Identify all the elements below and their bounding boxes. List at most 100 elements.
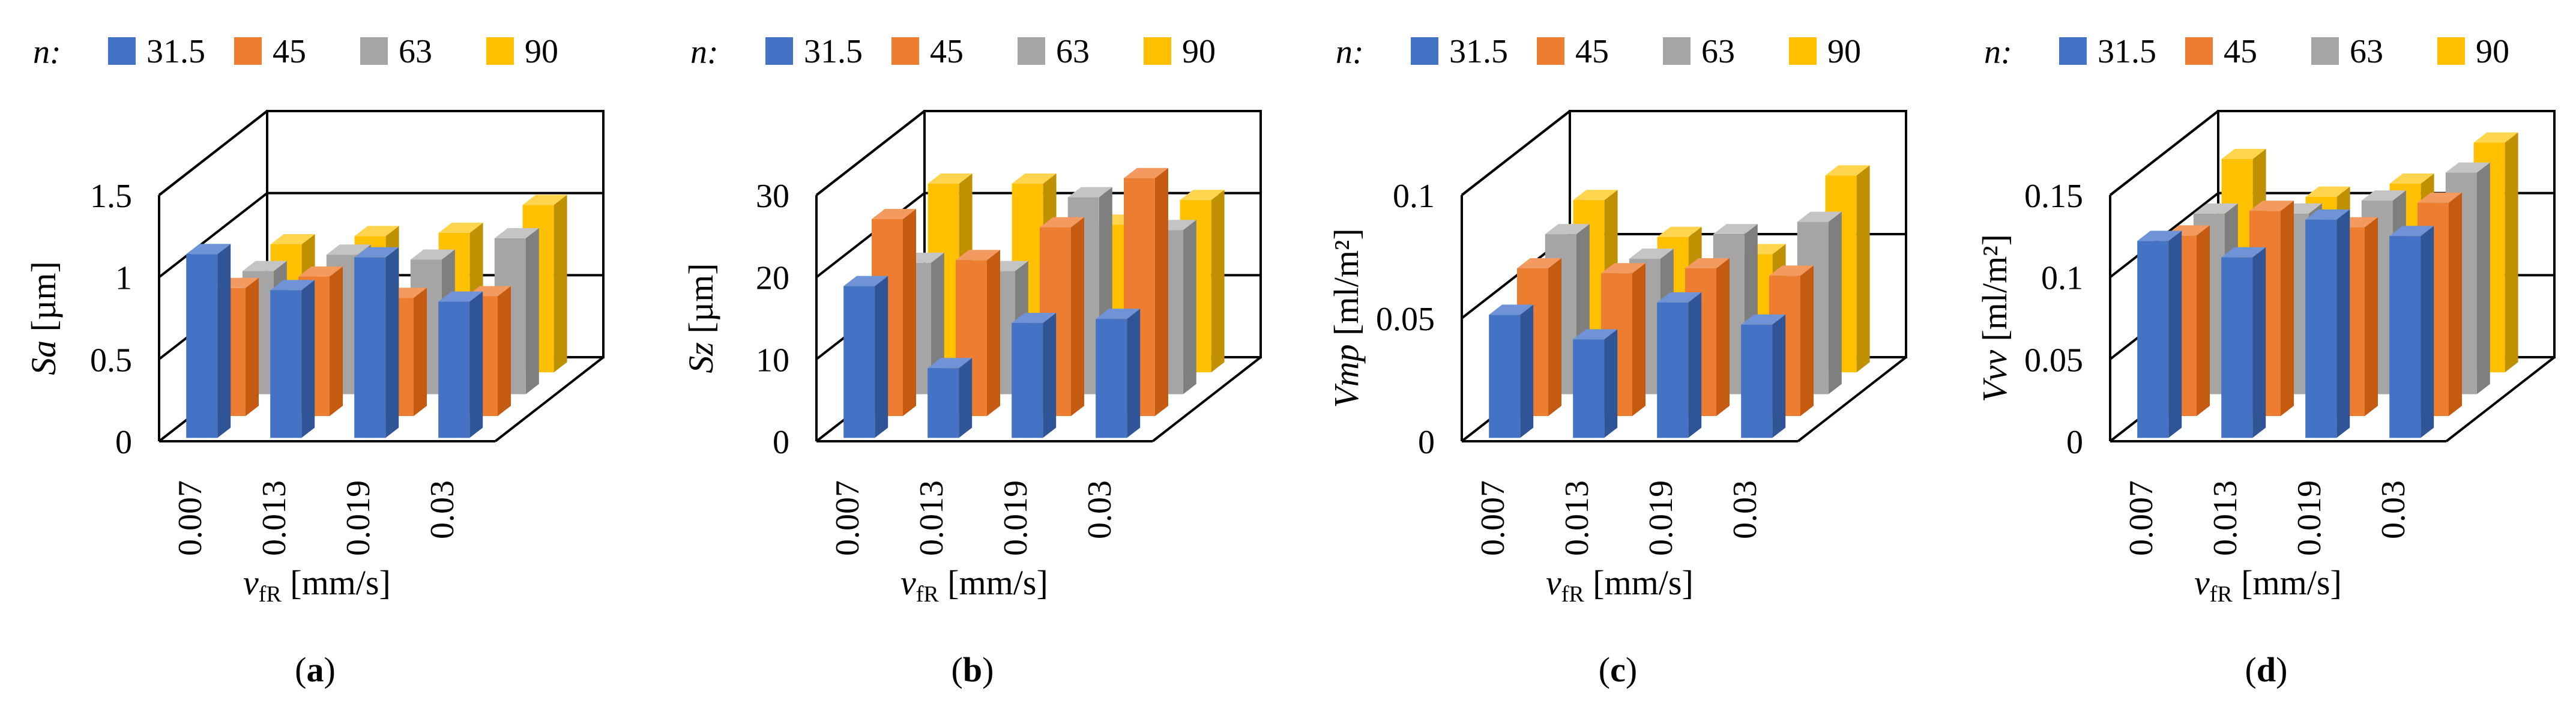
y-axis-label: Sz [µm]: [681, 263, 720, 373]
panel-caption-close: ): [1626, 650, 1637, 689]
legend-label-0: 31.5: [146, 33, 205, 70]
x-axis-subscript: fR: [2210, 582, 2233, 607]
floor-right-edge: [494, 356, 605, 442]
bar-side: [1183, 220, 1196, 394]
bar-top: [522, 195, 567, 205]
panel-caption-open: (: [2245, 650, 2257, 689]
bar-top: [1489, 304, 1534, 315]
x-tick-label: 0.013: [2207, 480, 2244, 556]
x-axis-label: vfR [mm/s]: [900, 563, 1048, 607]
chart-panel-a: n: 31.5 45 63 90 0 0.5 1 1.5 0.007 0.013 0.019 0.03 v…: [24, 33, 605, 689]
panel-caption-close: ): [2276, 650, 2287, 689]
legend-swatch-3: [486, 37, 514, 65]
legend-swatch-3: [1144, 37, 1171, 65]
legend-swatch-0: [2059, 37, 2087, 65]
bar-side: [2252, 247, 2266, 438]
x-tick-label: 0.013: [1558, 480, 1596, 556]
y-tick-label: 0: [115, 424, 132, 461]
x-tick-label: 0.03: [1727, 480, 1764, 539]
bar-top: [2221, 148, 2266, 159]
x-axis-label: vfR [mm/s]: [2194, 563, 2342, 607]
bar-side: [2421, 226, 2434, 438]
gridline-side: [815, 192, 926, 279]
legend-swatch-2: [1018, 37, 1045, 65]
bar-side: [2365, 217, 2378, 416]
legend-swatch-2: [2311, 37, 2339, 65]
bar-top: [928, 173, 973, 184]
legend-title: n:: [690, 34, 719, 71]
bar-c-s0-c3: [1741, 314, 1786, 438]
y-axis-label: Vvv [ml/m²]: [1975, 234, 2014, 402]
bar-top: [1657, 292, 1702, 303]
bar-front: [186, 254, 218, 438]
bar-d-s0-c1: [2221, 247, 2266, 438]
bar-side: [301, 280, 315, 438]
bar-front: [2305, 219, 2337, 438]
bar-d-s0-c3: [2389, 226, 2434, 438]
floor-right-edge: [2445, 356, 2556, 442]
bar-front: [270, 290, 302, 438]
bar-top: [438, 291, 483, 302]
bar-front: [1096, 319, 1127, 438]
bar-top: [956, 250, 1000, 261]
bar-side: [1520, 304, 1534, 438]
bar-top: [2418, 192, 2462, 203]
bar-top: [1012, 313, 1057, 324]
x-tick-label: 0.019: [340, 480, 377, 556]
legend: n: 31.5 45 63 90: [690, 33, 1216, 71]
legend-label-2: 63: [399, 33, 432, 70]
chart-panel-d: n: 31.5 45 63 90 0 0.05 0.1 0.15 0.007 0.013 0.019 0…: [1975, 33, 2556, 689]
bar-top: [1573, 329, 1618, 340]
legend-label-0: 31.5: [2098, 33, 2156, 70]
bar-side: [525, 228, 539, 394]
x-tick-label: 0.007: [172, 480, 209, 556]
bar-side: [2197, 225, 2210, 416]
bar-side: [469, 291, 483, 438]
y-tick-label: 30: [756, 178, 789, 215]
bar-a-s0-c3: [438, 291, 483, 438]
x-axis-unit: [mm/s]: [2233, 563, 2342, 602]
x-axis-symbol: v: [900, 563, 916, 602]
legend-label-3: 90: [525, 33, 558, 70]
gridline-side: [815, 110, 926, 196]
panel-caption-open: (: [295, 650, 306, 689]
y-axis-unit: [µm]: [24, 261, 63, 340]
y-tick-label: 0.5: [90, 342, 132, 379]
y-axis-unit: [ml/m²]: [1975, 234, 2014, 350]
panel-caption-letter: a: [307, 650, 324, 689]
bar-side: [2168, 231, 2182, 438]
bar-top: [354, 247, 399, 258]
legend-label-1: 45: [930, 33, 964, 70]
x-tick-label: 0.019: [2291, 480, 2328, 556]
bar-top: [2305, 209, 2350, 220]
bar-top: [2473, 132, 2518, 143]
floor-right-edge: [1151, 356, 1262, 442]
legend-label-3: 90: [1827, 33, 1861, 70]
y-tick-label: 0: [773, 424, 789, 461]
bar-c-s0-c2: [1657, 292, 1702, 438]
bar-top: [1573, 190, 1618, 201]
bar-side: [1828, 211, 1842, 394]
y-tick-label: 0.15: [2024, 178, 2083, 215]
y-tick-label: 0: [1418, 424, 1435, 461]
bar-top: [1545, 224, 1590, 235]
bar-side: [385, 247, 399, 438]
panel-caption-close: ): [324, 650, 336, 689]
bar-top: [1769, 265, 1814, 276]
x-tick-label: 0.019: [997, 480, 1034, 556]
panel-caption: (d): [2245, 650, 2288, 689]
bar-b-s1-c1: [956, 250, 1000, 416]
x-tick-label: 0.03: [2375, 480, 2412, 539]
x-axis-label: vfR [mm/s]: [243, 563, 391, 607]
x-axis-unit: [mm/s]: [939, 563, 1048, 602]
bar-top: [410, 249, 455, 260]
x-axis-symbol: v: [1546, 563, 1561, 602]
x-axis-symbol: v: [243, 563, 259, 602]
x-axis-subscript: fR: [1561, 582, 1585, 607]
bar-b-s0-c1: [928, 358, 973, 438]
x-tick-label: 0.007: [2123, 480, 2160, 556]
legend-swatch-3: [1789, 37, 1817, 65]
bar-top: [1180, 190, 1225, 201]
legend-label-1: 45: [1575, 33, 1609, 70]
